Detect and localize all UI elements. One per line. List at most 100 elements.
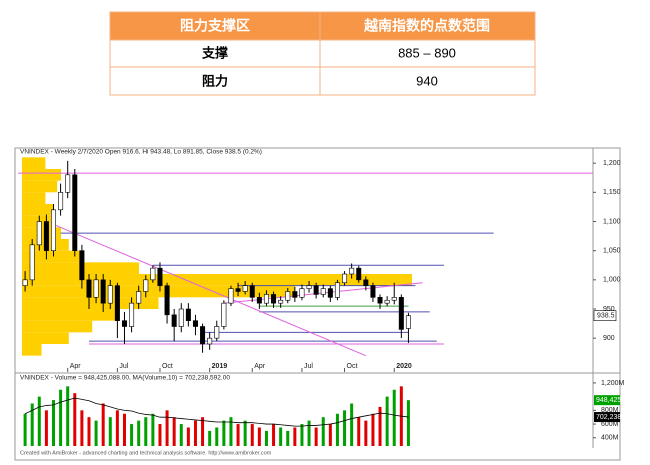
candle-body bbox=[278, 299, 284, 304]
volume-bar bbox=[165, 410, 169, 446]
volume-bar bbox=[108, 417, 112, 446]
candle-body bbox=[207, 337, 213, 345]
candle-body bbox=[377, 297, 383, 304]
x-tick-label: Oct bbox=[347, 363, 358, 370]
volume-bar bbox=[279, 427, 283, 446]
x-tick-label: Jul bbox=[304, 363, 313, 370]
volume-bar bbox=[293, 427, 297, 446]
candle-body bbox=[405, 315, 411, 329]
candle-body bbox=[349, 267, 355, 275]
volume-bar bbox=[222, 420, 226, 446]
volume-bar bbox=[250, 424, 254, 446]
y-tick-label: 1,100 bbox=[603, 218, 621, 225]
table-header-bg bbox=[110, 12, 535, 40]
y-tick-label: 1,150 bbox=[603, 189, 621, 196]
candle-body bbox=[171, 314, 177, 327]
candle-body bbox=[370, 285, 376, 298]
candle-body bbox=[164, 285, 170, 316]
volume-bar bbox=[307, 420, 311, 446]
volume-bar bbox=[59, 389, 63, 446]
candle-body bbox=[107, 285, 113, 304]
candle-body bbox=[363, 279, 369, 286]
profile-bar bbox=[22, 309, 120, 321]
table-header: 阻力支撑区 bbox=[180, 18, 250, 34]
volume-bar bbox=[328, 424, 332, 446]
candle-body bbox=[143, 279, 149, 292]
volume-bar bbox=[30, 403, 34, 446]
volume-bar bbox=[115, 410, 119, 446]
x-tick-label: 2020 bbox=[396, 363, 412, 370]
volume-bar bbox=[186, 427, 190, 446]
candle-body bbox=[327, 288, 333, 298]
x-tick-label: 2019 bbox=[212, 363, 228, 370]
y-tick-label: 1,200 bbox=[603, 160, 621, 167]
volume-bar bbox=[350, 403, 354, 446]
volume-bar bbox=[201, 417, 205, 446]
vol-y-tick-label: 800M bbox=[601, 407, 619, 414]
volume-bar bbox=[229, 417, 233, 446]
candle-body bbox=[306, 285, 312, 289]
volume-bar bbox=[257, 427, 261, 446]
volume-bar bbox=[335, 413, 339, 446]
vol-y-tick-label: 600M bbox=[601, 421, 619, 428]
candle-body bbox=[200, 326, 206, 345]
last-price-label: 938.5 bbox=[597, 313, 615, 320]
candle-body bbox=[192, 320, 198, 327]
candle-body bbox=[136, 291, 142, 304]
volume-bar bbox=[243, 420, 247, 446]
candle-body bbox=[65, 174, 71, 193]
volume-bar bbox=[80, 410, 84, 446]
volume-bar bbox=[357, 417, 361, 446]
volume-bar bbox=[94, 420, 98, 446]
volume-tag-label: 948,425 bbox=[596, 397, 621, 404]
table-cell: 支撑 bbox=[201, 45, 228, 60]
candle-body bbox=[50, 209, 56, 251]
volume-bar bbox=[272, 424, 276, 446]
candle-body bbox=[100, 279, 106, 304]
last-price-tag bbox=[593, 310, 617, 322]
volume-bar bbox=[371, 413, 375, 446]
candle-body bbox=[356, 267, 362, 281]
candle-body bbox=[313, 285, 319, 295]
profile-bar bbox=[22, 192, 46, 204]
profile-bar bbox=[22, 320, 93, 333]
candle-body bbox=[320, 288, 326, 295]
profile-bar bbox=[22, 169, 61, 181]
volume-bar bbox=[236, 424, 240, 446]
table-header: 越南指数的点数范围 bbox=[363, 18, 490, 34]
candle-body bbox=[342, 273, 348, 284]
candle-body bbox=[178, 308, 184, 327]
table-cell: 885 – 890 bbox=[398, 45, 456, 60]
profile-bar bbox=[22, 332, 69, 344]
volume-bar bbox=[314, 427, 318, 446]
volume-bar bbox=[406, 400, 410, 446]
candle-body bbox=[263, 294, 269, 304]
candle-body bbox=[384, 299, 390, 304]
volume-bar bbox=[144, 417, 148, 446]
candle-body bbox=[86, 279, 92, 298]
y-tick-label: 900 bbox=[603, 335, 615, 342]
volume-bar bbox=[179, 424, 183, 446]
candle-body bbox=[242, 285, 248, 292]
volume-bar bbox=[137, 420, 141, 446]
volume-bar bbox=[130, 424, 134, 446]
volume-bar bbox=[44, 410, 48, 446]
volume-bar bbox=[158, 424, 162, 446]
candle-body bbox=[235, 288, 241, 292]
ma-tag-label: 702,238 bbox=[596, 414, 621, 421]
volume-bar bbox=[364, 420, 368, 446]
candle-body bbox=[93, 279, 99, 298]
candle-body bbox=[285, 291, 291, 301]
volume-bar bbox=[378, 406, 382, 446]
profile-bar bbox=[22, 180, 58, 193]
volume-bar bbox=[37, 396, 41, 446]
candle-body bbox=[185, 308, 191, 321]
candle-body bbox=[29, 244, 35, 281]
volume-tag bbox=[594, 395, 620, 406]
candle-body bbox=[299, 288, 305, 298]
volume-bar bbox=[23, 413, 27, 446]
volume-bar bbox=[101, 403, 105, 446]
candle-body bbox=[221, 302, 227, 327]
volume-bar bbox=[343, 410, 347, 446]
